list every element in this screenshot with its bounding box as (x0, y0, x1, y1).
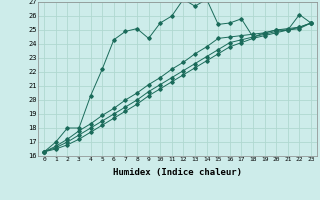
X-axis label: Humidex (Indice chaleur): Humidex (Indice chaleur) (113, 168, 242, 177)
